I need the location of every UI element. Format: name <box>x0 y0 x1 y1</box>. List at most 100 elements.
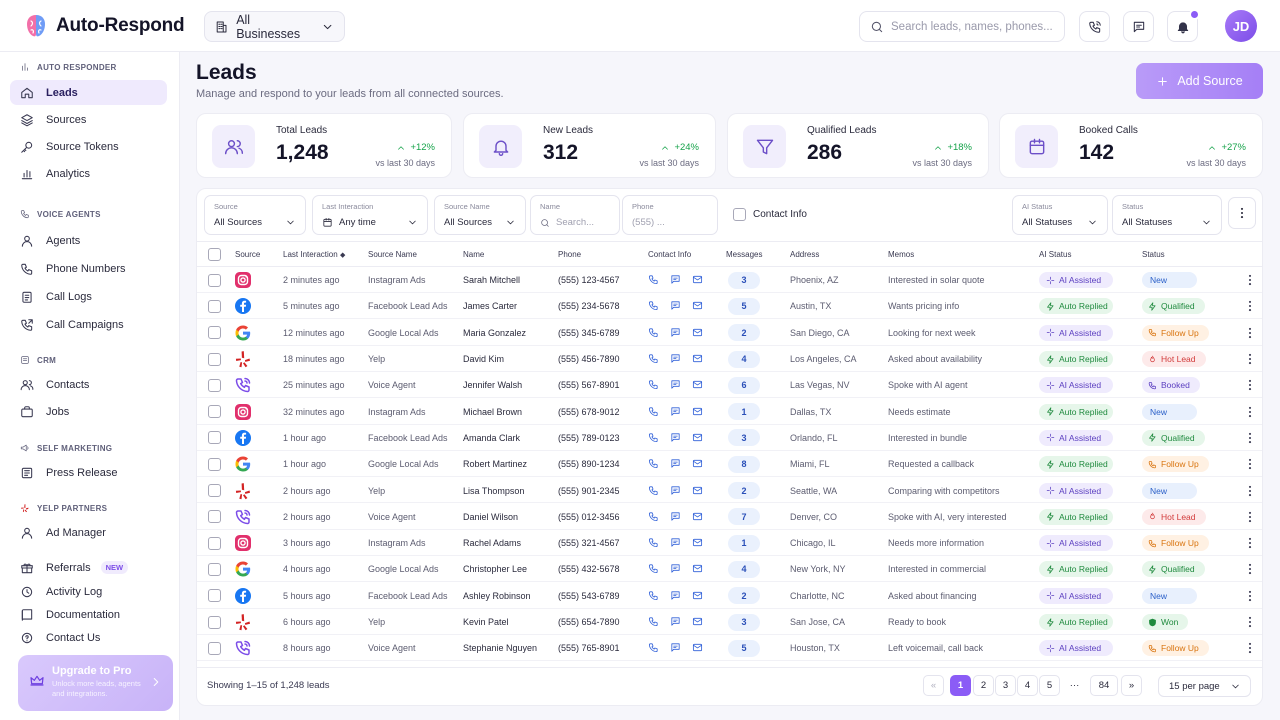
email-icon[interactable] <box>692 458 703 469</box>
table-row[interactable]: 1 hour ago Facebook Lead Ads Amanda Clark (… <box>197 425 1262 451</box>
lead-name-cell[interactable]: Kevin Patel <box>463 617 509 628</box>
email-icon[interactable] <box>692 406 703 417</box>
sms-icon[interactable] <box>670 511 681 522</box>
sms-icon[interactable] <box>670 327 681 338</box>
sms-icon[interactable] <box>670 379 681 390</box>
messages-button[interactable] <box>1123 11 1154 42</box>
row-checkbox[interactable] <box>208 615 221 629</box>
messages-count[interactable]: 1 <box>728 403 760 421</box>
call-icon[interactable] <box>648 406 659 417</box>
email-icon[interactable] <box>692 590 703 601</box>
add-source-button[interactable]: Add Source <box>1136 63 1263 99</box>
row-checkbox[interactable] <box>208 562 221 576</box>
row-checkbox[interactable] <box>208 536 221 550</box>
next-page-button[interactable]: » <box>1121 675 1142 696</box>
lead-name-cell[interactable]: Michael Brown <box>463 406 523 417</box>
page-button-2[interactable]: 2 <box>973 675 994 696</box>
sms-icon[interactable] <box>670 458 681 469</box>
per-page-select[interactable]: 15 per page <box>1158 675 1251 697</box>
call-icon[interactable] <box>648 432 659 443</box>
call-icon[interactable] <box>648 379 659 390</box>
notifications-button[interactable] <box>1167 11 1198 42</box>
messages-count[interactable]: 4 <box>728 560 760 578</box>
call-icon[interactable] <box>648 563 659 574</box>
sidebar-item-leads[interactable]: Leads <box>10 80 167 105</box>
ai-status-filter[interactable]: AI Status All Statuses <box>1012 195 1108 235</box>
brand[interactable]: Auto-Respond <box>24 12 185 40</box>
messages-count[interactable]: 7 <box>728 508 760 526</box>
filter-input[interactable]: Search... <box>540 217 594 228</box>
email-icon[interactable] <box>692 300 703 311</box>
sms-icon[interactable] <box>670 274 681 285</box>
table-row[interactable]: 6 hours ago Yelp Kevin Patel (555) 654-7890… <box>197 609 1262 635</box>
email-icon[interactable] <box>692 353 703 364</box>
row-checkbox[interactable] <box>208 641 221 655</box>
table-row[interactable]: 12 minutes ago Google Local Ads Maria Gonz… <box>197 320 1262 346</box>
lead-name-cell[interactable]: Stephanie Nguyen <box>463 643 538 654</box>
row-checkbox[interactable] <box>208 326 221 340</box>
messages-count[interactable]: 3 <box>728 429 760 447</box>
sms-icon[interactable] <box>670 485 681 496</box>
call-icon[interactable] <box>648 353 659 364</box>
row-checkbox[interactable] <box>208 510 221 524</box>
row-menu-button[interactable] <box>1243 484 1257 498</box>
page-button-1[interactable]: 1 <box>950 675 971 696</box>
column-phone[interactable]: Phone <box>558 250 582 259</box>
row-menu-button[interactable] <box>1243 562 1257 576</box>
lead-name-cell[interactable]: Christopher Lee <box>463 564 528 575</box>
row-menu-button[interactable] <box>1243 536 1257 550</box>
sidebar-item-press-release[interactable]: Press Release <box>10 460 167 485</box>
search-placeholder[interactable]: Search leads, names, phones... <box>891 20 1053 33</box>
lead-name-cell[interactable]: Jennifer Walsh <box>463 380 523 391</box>
lead-name-cell[interactable]: Ashley Robinson <box>463 590 531 601</box>
call-icon[interactable] <box>648 327 659 338</box>
column-source[interactable]: Source <box>235 250 261 259</box>
page-button-last[interactable]: 84 <box>1090 675 1118 696</box>
lead-name-cell[interactable]: Lisa Thompson <box>463 485 525 496</box>
row-menu-button[interactable] <box>1243 589 1257 603</box>
email-icon[interactable] <box>692 327 703 338</box>
business-selector[interactable]: All Businesses <box>204 11 345 42</box>
status-filter[interactable]: Status All Statuses <box>1112 195 1222 235</box>
sidebar-item-documentation[interactable]: Documentation <box>10 602 167 627</box>
messages-count[interactable]: 2 <box>728 482 760 500</box>
sms-icon[interactable] <box>670 537 681 548</box>
call-icon[interactable] <box>648 300 659 311</box>
table-row[interactable]: 3 hours ago Instagram Ads Rachel Adams (555… <box>197 530 1262 556</box>
column-address[interactable]: Address <box>790 250 820 259</box>
table-row[interactable]: 2 hours ago Yelp Lisa Thompson (555) 901-23… <box>197 477 1262 504</box>
row-checkbox[interactable] <box>208 484 221 498</box>
sidebar-item-contact-us[interactable]: Contact Us <box>10 625 167 650</box>
row-menu-button[interactable] <box>1243 457 1257 471</box>
column-ai-status[interactable]: AI Status <box>1039 250 1072 259</box>
source-filter[interactable]: Source All Sources <box>204 195 306 235</box>
call-icon[interactable] <box>648 642 659 653</box>
table-row[interactable]: 8 hours ago Voice Agent Stephanie Nguyen (5… <box>197 635 1262 662</box>
call-icon[interactable] <box>648 590 659 601</box>
row-menu-button[interactable] <box>1243 326 1257 340</box>
call-icon[interactable] <box>648 458 659 469</box>
sidebar-item-jobs[interactable]: Jobs <box>10 399 167 424</box>
lead-name-cell[interactable]: Robert Martinez <box>463 459 528 470</box>
row-menu-button[interactable] <box>1243 510 1257 524</box>
sms-icon[interactable] <box>670 616 681 627</box>
column-messages[interactable]: Messages <box>726 250 763 259</box>
messages-count[interactable]: 2 <box>728 587 760 605</box>
messages-count[interactable]: 6 <box>728 376 760 394</box>
lead-name-cell[interactable]: Daniel Wilson <box>463 511 519 522</box>
sidebar-item-sources[interactable]: Sources <box>10 107 167 132</box>
sms-icon[interactable] <box>670 563 681 574</box>
sidebar-item-call-logs[interactable]: Call Logs <box>10 284 167 309</box>
table-row[interactable]: 2 hours ago Voice Agent Daniel Wilson (555)… <box>197 504 1262 530</box>
row-menu-button[interactable] <box>1243 299 1257 313</box>
email-icon[interactable] <box>692 379 703 390</box>
sms-icon[interactable] <box>670 353 681 364</box>
table-row[interactable]: 5 hours ago Facebook Lead Ads Ashley Robin… <box>197 583 1262 609</box>
email-icon[interactable] <box>692 616 703 627</box>
select-all-checkbox[interactable] <box>208 248 221 261</box>
upgrade-card[interactable]: Upgrade to Pro Unlock more leads, agents… <box>18 655 173 711</box>
row-menu-button[interactable] <box>1243 273 1257 287</box>
table-row[interactable]: 32 minutes ago Instagram Ads Michael Brown… <box>197 399 1262 425</box>
table-row[interactable]: 18 minutes ago Yelp David Kim (555) 456-789… <box>197 346 1262 372</box>
sidebar-item-phone-numbers[interactable]: Phone Numbers <box>10 256 167 281</box>
